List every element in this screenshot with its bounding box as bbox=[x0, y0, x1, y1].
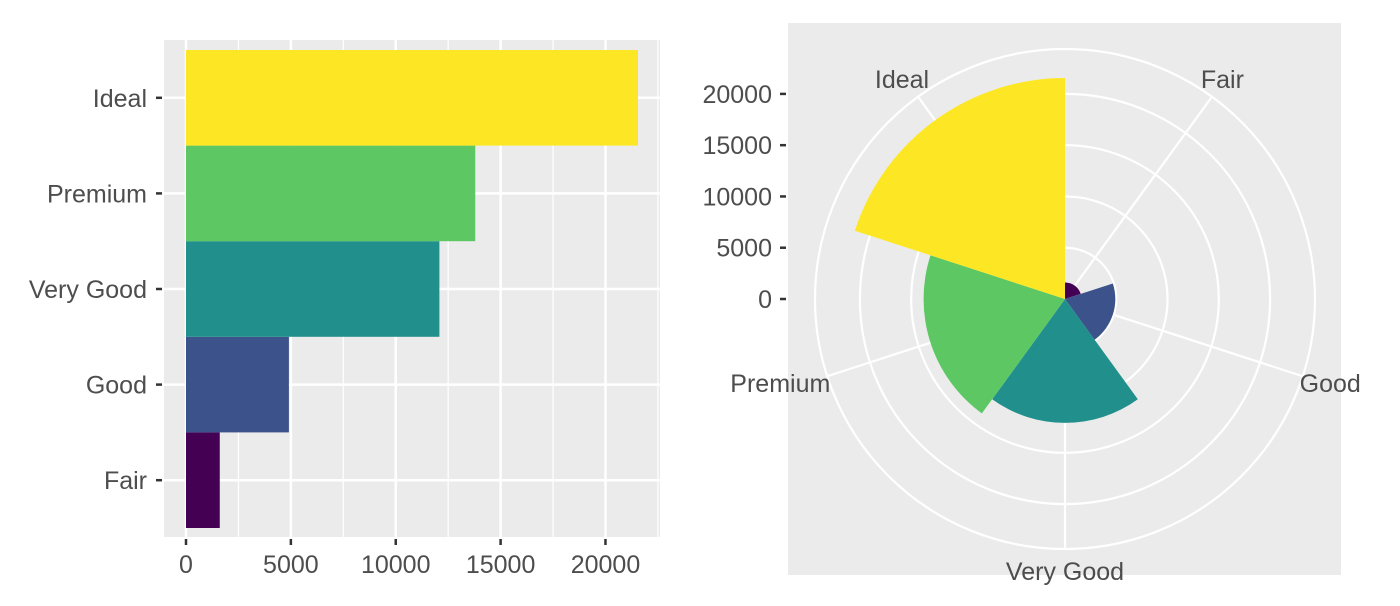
polar-wedges bbox=[854, 78, 1138, 423]
bar-premium bbox=[186, 145, 476, 242]
bar-fair bbox=[186, 432, 220, 528]
polar-category-label-premium: Premium bbox=[730, 370, 830, 398]
left-x-axis: 0 5000 10000 15000 20000 bbox=[179, 539, 640, 579]
polar-radius-axis: 0 5000 10000 15000 20000 bbox=[702, 81, 786, 314]
polar-category-label-ideal: Ideal bbox=[875, 66, 929, 94]
y-tick-label-fair: Fair bbox=[104, 467, 147, 495]
y-tick-label-premium: Premium bbox=[47, 180, 147, 208]
polar-category-labels: Fair Good Very Good Premium Ideal bbox=[730, 66, 1361, 586]
horizontal-bar-chart: Fair Good Very Good Premium Ideal 0 5000 10000… bbox=[29, 40, 660, 579]
r-tick-label: 5000 bbox=[716, 235, 772, 263]
y-tick-label-good: Good bbox=[86, 372, 147, 400]
bar-very-good bbox=[186, 241, 440, 337]
r-tick-label: 20000 bbox=[702, 81, 772, 109]
bar-good bbox=[186, 336, 289, 433]
r-tick-label: 0 bbox=[758, 286, 772, 314]
wedge-fair bbox=[1065, 282, 1081, 299]
x-tick-label: 10000 bbox=[361, 551, 431, 579]
x-tick-label: 5000 bbox=[263, 551, 319, 579]
x-tick-label: 20000 bbox=[571, 551, 641, 579]
wedge-very-good bbox=[992, 299, 1138, 423]
bar-ideal bbox=[186, 50, 638, 146]
wedge-premium bbox=[923, 255, 1065, 414]
spoke-gridline bbox=[1064, 96, 1213, 300]
r-tick-label: 10000 bbox=[702, 183, 772, 211]
y-tick-label-ideal: Ideal bbox=[93, 85, 147, 113]
wedge-good bbox=[1065, 283, 1116, 340]
left-bars bbox=[186, 50, 638, 528]
polar-category-label-fair: Fair bbox=[1201, 66, 1244, 94]
y-tick-label-very-good: Very Good bbox=[29, 276, 147, 304]
polar-category-label-good: Good bbox=[1300, 370, 1361, 398]
polar-bar-chart: Fair Good Very Good Premium Ideal 0 5000 10000… bbox=[702, 23, 1361, 586]
left-y-axis: Fair Good Very Good Premium Ideal bbox=[29, 85, 162, 495]
x-tick-label: 15000 bbox=[466, 551, 536, 579]
wedge-ideal bbox=[854, 78, 1065, 299]
x-tick-label: 0 bbox=[179, 551, 193, 579]
r-tick-label: 15000 bbox=[702, 132, 772, 160]
polar-category-label-very-good: Very Good bbox=[1006, 558, 1124, 586]
